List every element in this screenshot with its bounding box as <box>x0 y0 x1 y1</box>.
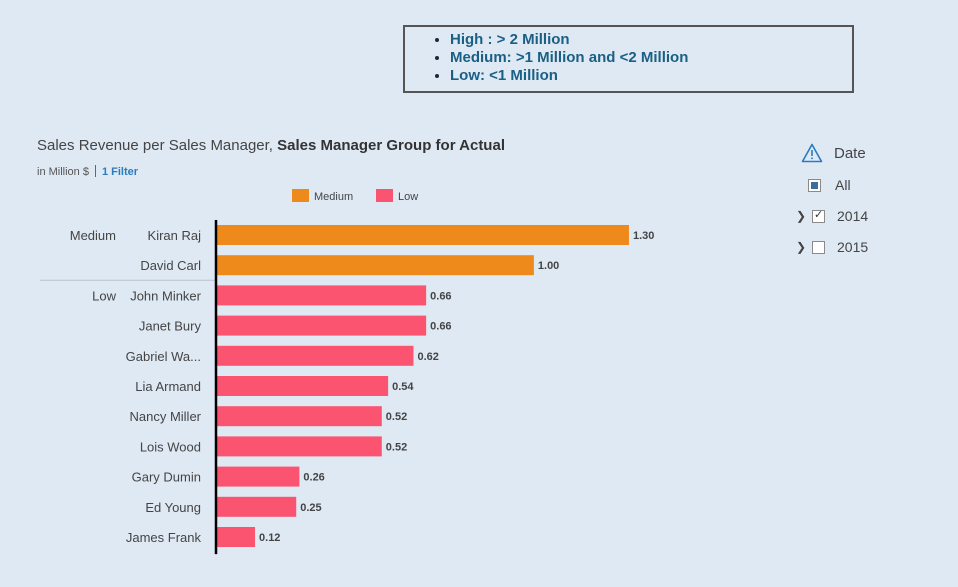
date-filter-item-label: All <box>835 177 851 193</box>
category-label: Gabriel Wa... <box>126 349 201 364</box>
legend-note-low: Low: <1 Million <box>450 67 852 85</box>
date-filter-item-2014[interactable]: ❯ 2014 <box>796 206 868 226</box>
group-label: Low <box>92 288 116 303</box>
bar-chart: Medium Low Medium Kiran Raj 1.30 David Carl 1.… <box>40 189 654 555</box>
bar <box>217 406 382 427</box>
legend-swatch-low <box>376 189 393 202</box>
data-label: 0.12 <box>259 532 280 544</box>
legend-swatch-medium <box>292 189 309 202</box>
legend-note-box: High : > 2 Million Medium: >1 Million an… <box>403 25 854 93</box>
date-filter-item-2015[interactable]: ❯ 2015 <box>796 237 868 257</box>
legend-label-medium: Medium <box>314 191 353 203</box>
chart-title-bold: Sales Manager Group for Actual <box>277 137 505 154</box>
bar <box>217 466 300 487</box>
bar <box>217 285 427 306</box>
warning-icon <box>801 143 823 163</box>
bar <box>217 225 629 245</box>
checkbox-2015[interactable] <box>812 240 825 254</box>
date-filter-item-label: 2015 <box>837 239 869 255</box>
category-label: Lia Armand <box>135 379 201 394</box>
category-label: Gary Dumin <box>132 470 201 485</box>
unit-label: in Million $ <box>37 166 89 178</box>
bar <box>217 315 427 336</box>
date-filter-title: Date <box>834 144 866 162</box>
category-label: James Frank <box>126 530 202 545</box>
checkbox-all[interactable] <box>808 178 821 192</box>
chart-subtitle: in Million $ 1 Filter <box>37 165 138 178</box>
chevron-right-icon[interactable]: ❯ <box>796 240 807 254</box>
category-label: Ed Young <box>145 500 201 515</box>
data-label: 0.25 <box>300 502 321 514</box>
bar <box>217 527 256 547</box>
category-label: Nancy Miller <box>129 409 201 424</box>
data-label: 0.66 <box>430 321 451 333</box>
category-label: John Minker <box>130 288 201 303</box>
data-label: 0.54 <box>392 381 414 393</box>
chart-title-prefix: Sales Revenue per Sales Manager, <box>37 137 278 154</box>
category-label: Kiran Raj <box>148 228 202 243</box>
data-label: 0.52 <box>386 411 407 423</box>
filter-link[interactable]: 1 Filter <box>101 166 139 178</box>
legend-note-medium: Medium: >1 Million and <2 Million <box>450 49 852 67</box>
data-label: 0.66 <box>430 290 451 302</box>
bar <box>217 436 382 457</box>
date-filter-header: Date <box>801 143 866 163</box>
bar <box>217 345 414 366</box>
bar <box>217 496 297 517</box>
data-label: 0.52 <box>386 441 407 453</box>
date-filter-item-all[interactable]: All <box>808 175 851 195</box>
category-label: David Carl <box>140 258 201 273</box>
checkbox-2014[interactable] <box>812 208 825 223</box>
data-label: 1.00 <box>538 260 559 272</box>
bar <box>217 255 534 276</box>
data-label: 0.62 <box>417 351 438 363</box>
legend-label-low: Low <box>398 191 418 203</box>
chevron-right-icon[interactable]: ❯ <box>796 209 807 223</box>
category-label: Janet Bury <box>139 319 202 334</box>
chart-title: Sales Revenue per Sales Manager, Sales M… <box>37 137 505 154</box>
category-label: Lois Wood <box>140 439 201 454</box>
legend-note-high: High : > 2 Million <box>450 31 852 49</box>
subtitle-divider <box>94 165 96 177</box>
data-label: 0.26 <box>303 472 324 484</box>
date-filter-item-label: 2014 <box>837 208 869 224</box>
data-label: 1.30 <box>633 230 654 242</box>
group-label: Medium <box>70 228 116 243</box>
bar <box>217 376 389 396</box>
